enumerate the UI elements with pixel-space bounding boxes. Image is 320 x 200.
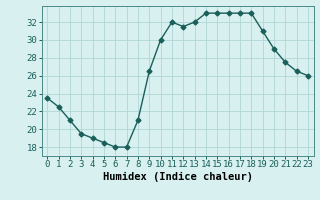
- X-axis label: Humidex (Indice chaleur): Humidex (Indice chaleur): [103, 172, 252, 182]
